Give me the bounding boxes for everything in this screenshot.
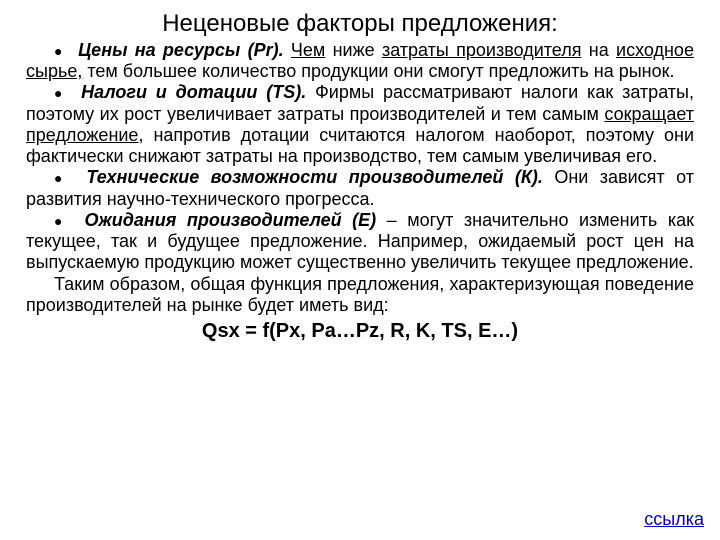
bullet-item-1: ● Цены на ресурсы (Pr). Чем ниже затраты…: [26, 40, 694, 82]
bullet-lead: Ожидания производителей (Е): [85, 210, 377, 230]
bullet-lead: Технические возможности производителей (…: [86, 167, 543, 187]
text: на: [581, 40, 616, 60]
bullet-icon: ●: [54, 85, 66, 101]
slide-page: Неценовые факторы предложения: ● Цены на…: [0, 0, 720, 540]
source-link[interactable]: ссылка: [644, 509, 704, 530]
bullet-item-3: ● Технические возможности производителей…: [26, 167, 694, 209]
bullet-icon: ●: [54, 170, 69, 186]
slide-title: Неценовые факторы предложения:: [26, 10, 694, 40]
bullet-lead: Цены на ресурсы (Pr).: [78, 40, 284, 60]
bullet-lead: Налоги и дотации (TS).: [81, 82, 306, 102]
formula: Qsx = f(Px, Pa…Pz, R, K, TS, E…): [26, 320, 694, 343]
text: ниже: [325, 40, 382, 60]
closing-paragraph: Таким образом, общая функция предложения…: [26, 274, 694, 316]
underline-text: Чем: [291, 40, 325, 60]
underline-text: затраты производителя: [382, 40, 582, 60]
bullet-icon: ●: [54, 213, 68, 229]
bullet-item-4: ● Ожидания производителей (Е) – могут зн…: [26, 210, 694, 274]
bullet-item-2: ● Налоги и дотации (TS). Фирмы рассматри…: [26, 82, 694, 167]
bullet-icon: ●: [54, 43, 65, 59]
text: [284, 40, 291, 60]
text: тем большее количество продукции они смо…: [82, 61, 674, 81]
